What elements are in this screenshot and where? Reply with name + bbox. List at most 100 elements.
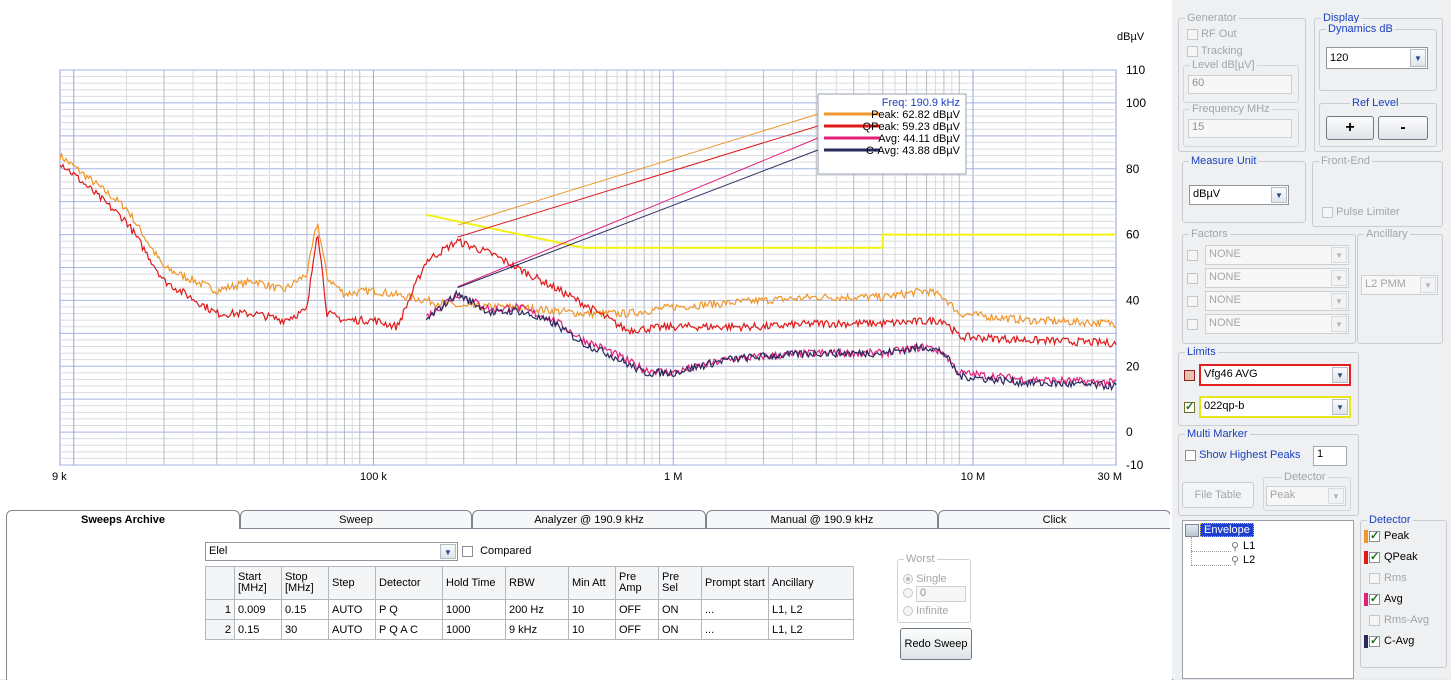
factor-checkbox[interactable] bbox=[1187, 296, 1198, 307]
col-header[interactable]: RBW bbox=[506, 567, 569, 600]
x-tick-label: 10 M bbox=[961, 471, 985, 483]
table-row[interactable]: 2 0.15 30 AUTO P Q A C 1000 9 kHz 10 OFF ON... L1,… bbox=[206, 620, 854, 640]
ref-level-minus-button[interactable]: - bbox=[1378, 116, 1428, 140]
detector-checkbox[interactable] bbox=[1369, 531, 1380, 542]
show-highest-checkbox[interactable] bbox=[1185, 450, 1196, 461]
ancillary-select[interactable]: L2 PMM ▼ bbox=[1361, 275, 1438, 295]
detector-checkbox[interactable] bbox=[1369, 615, 1380, 626]
trace-tree: Envelope ⚲ L1 ⚲ L2 bbox=[1182, 520, 1354, 679]
limit-checkbox[interactable] bbox=[1184, 402, 1195, 413]
limit-select[interactable]: Vfg46 AVG ▼ bbox=[1199, 364, 1351, 386]
col-header[interactable]: Start [MHz] bbox=[235, 567, 282, 600]
limit-select[interactable]: 022qp-b ▼ bbox=[1199, 396, 1351, 418]
tab-click[interactable]: Click bbox=[938, 510, 1171, 528]
worst-count-field[interactable]: 0 bbox=[916, 586, 966, 602]
factor-value: NONE bbox=[1209, 317, 1241, 329]
tab-sweeps-archive[interactable]: Sweeps Archive bbox=[6, 510, 240, 529]
factor-checkbox[interactable] bbox=[1187, 273, 1198, 284]
rf-out-label: RF Out bbox=[1201, 28, 1236, 40]
chevron-down-icon[interactable]: ▼ bbox=[1331, 247, 1347, 263]
tab-analyzer-190-9-khz[interactable]: Analyzer @ 190.9 kHz bbox=[472, 510, 706, 528]
detector-c-avg[interactable]: C-Avg bbox=[1364, 635, 1414, 648]
col-header[interactable]: Stop [MHz] bbox=[282, 567, 329, 600]
y-tick-label: 60 bbox=[1126, 228, 1140, 242]
tracking-checkbox[interactable] bbox=[1187, 46, 1198, 57]
tree-child-l1[interactable]: L1 bbox=[1243, 540, 1255, 552]
frequency-field[interactable]: 15 bbox=[1188, 119, 1292, 138]
col-header[interactable]: Pre Amp bbox=[616, 567, 659, 600]
detector-rms-avg[interactable]: Rms-Avg bbox=[1364, 614, 1429, 627]
factor-checkbox[interactable] bbox=[1187, 319, 1198, 330]
detector-checkbox[interactable] bbox=[1369, 636, 1380, 647]
factor-select[interactable]: NONE ▼ bbox=[1205, 314, 1349, 334]
multi-marker-group: Multi Marker Show Highest Peaks 1 File T… bbox=[1178, 434, 1359, 516]
redo-sweep-button[interactable]: Redo Sweep bbox=[900, 628, 972, 660]
chevron-down-icon[interactable]: ▼ bbox=[1331, 270, 1347, 286]
table-cell: ON bbox=[659, 600, 702, 620]
limit-value: Vfg46 AVG bbox=[1204, 368, 1258, 380]
chevron-down-icon[interactable]: ▼ bbox=[440, 544, 456, 559]
col-header[interactable]: Detector bbox=[376, 567, 443, 600]
col-header[interactable]: Pre Sel bbox=[659, 567, 702, 600]
y-tick-label: -10 bbox=[1126, 458, 1144, 472]
y-tick-label: 20 bbox=[1126, 359, 1140, 373]
table-cell: L1, L2 bbox=[769, 620, 854, 640]
table-cell: 0.15 bbox=[282, 600, 329, 620]
table-cell: L1, L2 bbox=[769, 600, 854, 620]
chevron-down-icon[interactable]: ▼ bbox=[1331, 316, 1347, 332]
tree-root[interactable]: Envelope bbox=[1200, 523, 1254, 537]
color-swatch bbox=[1364, 593, 1368, 606]
infinite-radio[interactable] bbox=[903, 606, 913, 616]
chevron-down-icon[interactable]: ▼ bbox=[1331, 293, 1347, 309]
emission-chart[interactable]: 110 100 80 60 40 20 0 -10 9 k 100 k 1 M 10 M 30 M d… bbox=[0, 0, 1170, 500]
marker-readout: Freq: 190.9 kHz Peak: 62.82 dBµVQPeak: 5… bbox=[818, 94, 966, 174]
tracking-label: Tracking bbox=[1201, 45, 1243, 57]
factor-select[interactable]: NONE ▼ bbox=[1205, 268, 1349, 288]
measure-unit-select[interactable]: dBµV ▼ bbox=[1189, 185, 1289, 205]
detector-avg[interactable]: Avg bbox=[1364, 593, 1403, 606]
mm-detector-select[interactable]: Peak ▼ bbox=[1266, 486, 1346, 506]
highest-peaks-count[interactable]: 1 bbox=[1313, 446, 1347, 466]
col-header[interactable]: Step bbox=[329, 567, 376, 600]
table-cell: P Q bbox=[376, 600, 443, 620]
tree-child-l2[interactable]: L2 bbox=[1243, 554, 1255, 566]
single-radio[interactable] bbox=[903, 574, 913, 584]
factor-select[interactable]: NONE ▼ bbox=[1205, 291, 1349, 311]
col-header[interactable]: Hold Time bbox=[443, 567, 506, 600]
marker-value: QPeak: 59.23 dBµV bbox=[863, 121, 961, 133]
tab-manual-190-9-khz[interactable]: Manual @ 190.9 kHz bbox=[706, 510, 938, 528]
chevron-down-icon[interactable]: ▼ bbox=[1420, 277, 1436, 293]
level-field[interactable]: 60 bbox=[1188, 75, 1292, 94]
factor-select[interactable]: NONE ▼ bbox=[1205, 245, 1349, 265]
col-header[interactable]: Prompt start bbox=[702, 567, 769, 600]
detector-rms[interactable]: Rms bbox=[1364, 572, 1407, 585]
detector-peak[interactable]: Peak bbox=[1364, 530, 1409, 543]
chevron-down-icon[interactable]: ▼ bbox=[1271, 187, 1287, 203]
detector-checkbox[interactable] bbox=[1369, 573, 1380, 584]
file-table-button[interactable]: File Table bbox=[1182, 482, 1254, 508]
detector-checkbox[interactable] bbox=[1369, 552, 1380, 563]
sweeps-table-wrap: Start [MHz] Stop [MHz] Step Detector Hold Ti… bbox=[205, 566, 854, 640]
chevron-down-icon[interactable]: ▼ bbox=[1328, 488, 1344, 504]
col-header[interactable]: Min Att bbox=[569, 567, 616, 600]
tab-sweep[interactable]: Sweep bbox=[240, 510, 472, 528]
chevron-down-icon[interactable]: ▼ bbox=[1410, 49, 1426, 67]
rf-out-checkbox[interactable] bbox=[1187, 29, 1198, 40]
mm-detector-value: Peak bbox=[1270, 489, 1295, 501]
limit-checkbox[interactable] bbox=[1184, 370, 1195, 381]
chevron-down-icon[interactable]: ▼ bbox=[1332, 399, 1348, 415]
dynamics-select[interactable]: 120 ▼ bbox=[1326, 47, 1428, 69]
pulse-limiter-checkbox[interactable] bbox=[1322, 207, 1333, 218]
archive-select[interactable]: Elel ▼ bbox=[205, 542, 458, 561]
ref-level-plus-button[interactable]: + bbox=[1326, 116, 1374, 140]
compared-checkbox[interactable] bbox=[462, 546, 473, 557]
detector-qpeak[interactable]: QPeak bbox=[1364, 551, 1418, 564]
chevron-down-icon[interactable]: ▼ bbox=[1332, 367, 1348, 383]
count-radio[interactable] bbox=[903, 588, 913, 598]
factor-checkbox[interactable] bbox=[1187, 250, 1198, 261]
table-row[interactable]: 1 0.009 0.15 AUTO P Q 1000 200 Hz 10 OFF ON... L1,… bbox=[206, 600, 854, 620]
factors-group: Factors NONE ▼ NONE ▼ NONE ▼ NONE ▼ bbox=[1182, 234, 1356, 344]
single-label: Single bbox=[916, 573, 947, 585]
col-header[interactable]: Ancillary bbox=[769, 567, 854, 600]
detector-checkbox[interactable] bbox=[1369, 594, 1380, 605]
